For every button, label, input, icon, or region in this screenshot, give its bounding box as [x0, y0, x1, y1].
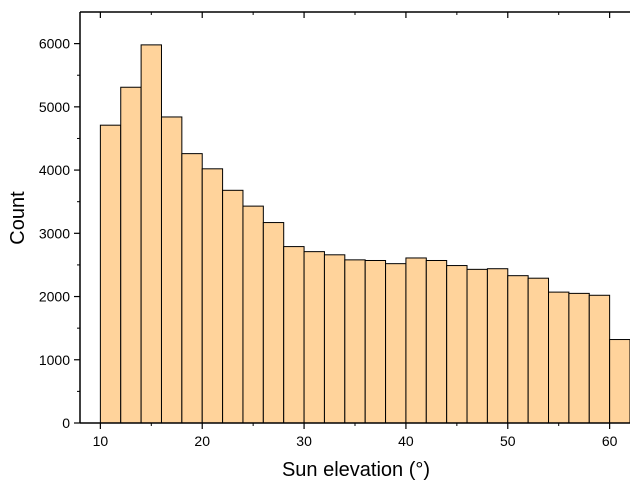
- x-tick-label: 20: [194, 433, 210, 449]
- x-tick-label: 30: [296, 433, 312, 449]
- histogram-bar-12: [344, 259, 366, 424]
- histogram-bar-25: [609, 339, 630, 424]
- histogram-bar-22: [548, 291, 570, 424]
- histogram-bar-9: [283, 246, 305, 424]
- histogram-bar-16: [425, 259, 448, 424]
- histogram-bar-19: [486, 268, 509, 424]
- x-tick-label: 40: [398, 433, 414, 449]
- y-tick-label: 5000: [39, 99, 70, 115]
- histogram-bar-0: [99, 124, 122, 424]
- histogram-bar-2: [140, 44, 162, 424]
- y-tick-label: 4000: [39, 162, 70, 178]
- x-tick-label: 50: [500, 433, 516, 449]
- histogram-bar-14: [385, 263, 407, 424]
- y-tick-label: 1000: [39, 352, 70, 368]
- histogram-bar-13: [364, 259, 387, 424]
- histogram-bar-3: [160, 116, 183, 424]
- x-axis-title: Sun elevation (°): [282, 459, 430, 481]
- histogram-bar-4: [181, 153, 203, 424]
- bars-group: [99, 44, 630, 424]
- y-axis-title: Count: [7, 191, 29, 245]
- histogram-bar-21: [527, 277, 550, 424]
- histogram-bar-15: [405, 257, 427, 424]
- y-tick-label: 6000: [39, 36, 70, 52]
- histogram-bar-8: [262, 222, 285, 424]
- histogram-bar-6: [222, 189, 244, 424]
- y-tick-label: 0: [62, 415, 70, 431]
- y-tick-label: 3000: [39, 225, 70, 241]
- histogram-bar-5: [201, 168, 224, 424]
- histogram-bar-20: [507, 275, 529, 424]
- histogram-bar-18: [466, 268, 488, 424]
- histogram-bar-11: [323, 254, 346, 424]
- y-tick-label: 2000: [39, 289, 70, 305]
- histogram-bar-7: [242, 205, 264, 424]
- histogram-bar-23: [568, 292, 590, 424]
- x-tick-label: 10: [93, 433, 109, 449]
- histogram-bar-24: [588, 294, 611, 424]
- ticks-group: 10 20 30 40 50 60 0 1000 2000 3000 4000 5000 6000: [39, 12, 618, 449]
- histogram-bar-17: [446, 265, 468, 424]
- histogram-bar-1: [120, 86, 142, 424]
- x-tick-label: 60: [602, 433, 618, 449]
- histogram-bar-10: [303, 251, 325, 424]
